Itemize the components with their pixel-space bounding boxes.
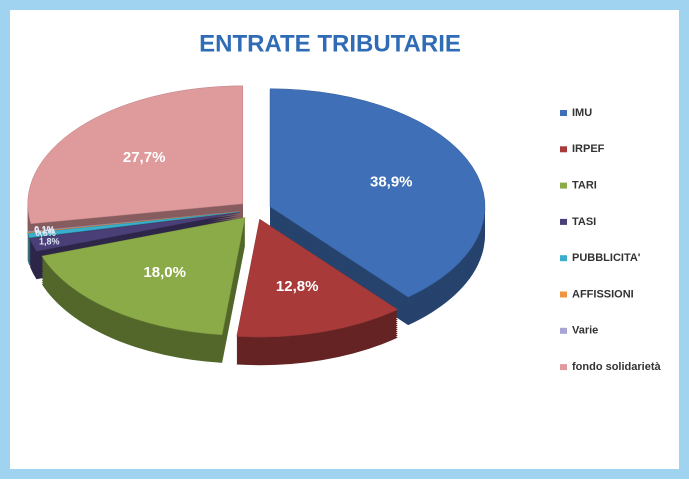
- data-label: 18,0%: [143, 264, 186, 281]
- data-label: 38,9%: [370, 173, 413, 190]
- chart-title: ENTRATE TRIBUTARIE: [199, 30, 461, 57]
- legend-label: AFFISSIONI: [572, 288, 634, 300]
- slice-depth: [29, 216, 240, 256]
- legend-swatch: [560, 255, 567, 262]
- legend-label: TASI: [572, 216, 596, 228]
- legend-label: Varie: [572, 325, 598, 337]
- legend-swatch: [560, 182, 567, 189]
- legend-label: fondo solidarietà: [572, 361, 662, 373]
- legend-label: TARI: [572, 180, 597, 192]
- slice-top: [41, 217, 246, 336]
- legend-label: IRPEF: [572, 143, 605, 155]
- slice-top: [269, 88, 486, 298]
- legend-swatch: [560, 327, 567, 334]
- legend-swatch: [560, 291, 567, 298]
- legend-swatch: [560, 146, 567, 153]
- slice-top: [27, 211, 240, 238]
- slice-top: [236, 218, 399, 338]
- slice-top: [27, 85, 244, 225]
- slice-depth: [29, 214, 240, 254]
- legend-label: IMU: [572, 107, 592, 119]
- slice: [269, 88, 486, 326]
- slice-top: [29, 212, 240, 252]
- slice: [236, 218, 399, 366]
- data-label: 0,1%: [34, 225, 55, 235]
- data-label: 12,8%: [276, 278, 319, 295]
- data-label: 0,6%: [35, 228, 56, 238]
- legend-swatch: [560, 110, 567, 116]
- legend-label: PUBBLICITA': [572, 252, 641, 264]
- data-label: 0,1%: [34, 225, 55, 235]
- slice: [41, 217, 246, 363]
- data-label: 1,8%: [39, 237, 60, 247]
- legend-swatch: [560, 218, 567, 225]
- legend-swatch: [560, 364, 567, 371]
- data-label: 27,7%: [123, 149, 166, 166]
- slice: [27, 85, 244, 252]
